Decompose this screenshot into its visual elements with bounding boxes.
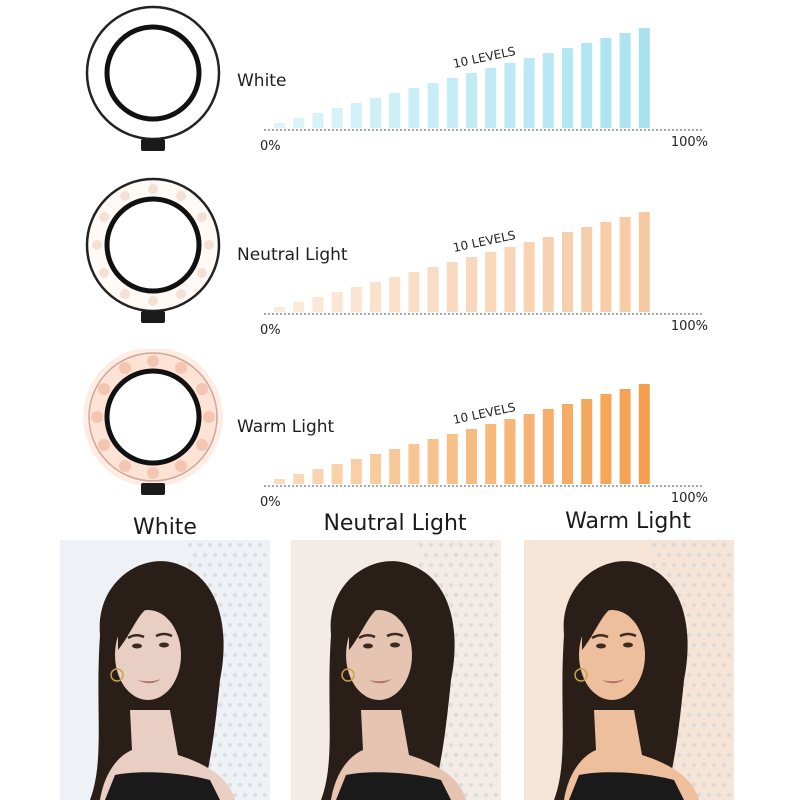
brightness-bar [293, 302, 305, 312]
brightness-chart: 0% 100%10 LEVELS [260, 384, 708, 510]
brightness-bar [446, 78, 458, 128]
photo-title: White [133, 515, 197, 540]
brightness-bar [370, 454, 381, 484]
brightness-bar [274, 479, 285, 484]
brightness-bar [331, 292, 343, 312]
white-mode-row: White 0% 100% 10 LEVELS [0, 0, 800, 170]
brightness-bar [274, 307, 285, 312]
brightness-bar [485, 424, 497, 484]
brightness-bar [581, 399, 593, 484]
brightness-bar [370, 98, 381, 128]
brightness-bar [466, 73, 477, 128]
brightness-bar [542, 53, 554, 128]
brightness-bar [331, 108, 343, 128]
brightness-bar [350, 103, 362, 128]
brightness-bar [370, 282, 381, 312]
brightness-bar [485, 252, 497, 312]
brightness-bar [446, 434, 458, 484]
ring-light-icon [85, 5, 221, 151]
warm-mode-row: Warm Light 0% 100% 10 LEVELS [0, 344, 800, 514]
brightness-bar [523, 58, 535, 128]
mode-label: Neutral Light [237, 245, 348, 265]
brightness-chart: 0% 100%10 LEVELS [260, 212, 708, 338]
ring-light-icon [83, 349, 223, 495]
brightness-bar [466, 429, 477, 484]
brightness-bar [389, 449, 401, 484]
brightness-bar [408, 444, 420, 484]
brightness-bar [504, 63, 516, 128]
brightness-bar [562, 48, 573, 128]
portrait-photo-warm [524, 540, 734, 800]
brightness-bar [600, 222, 612, 312]
brightness-bar [581, 227, 593, 312]
min-level-label: 0% [260, 139, 281, 154]
min-level-label: 0% [260, 323, 281, 338]
max-level-label: 100% [671, 319, 708, 334]
brightness-bar [542, 237, 554, 312]
brightness-bar [542, 409, 554, 484]
mode-label: White [237, 71, 287, 91]
brightness-bar [600, 38, 612, 128]
mode-label: Warm Light [237, 417, 335, 437]
brightness-bar [427, 439, 439, 484]
brightness-bar [350, 459, 362, 484]
brightness-bar [523, 414, 535, 484]
max-level-label: 100% [671, 135, 708, 150]
brightness-bar [619, 217, 631, 312]
brightness-bar [581, 43, 593, 128]
brightness-bar [389, 93, 401, 128]
portrait-photo-white [60, 540, 270, 800]
photo-title: Neutral Light [323, 511, 467, 536]
brightness-bar [331, 464, 343, 484]
ring-light-icon [85, 177, 221, 323]
brightness-bar [619, 33, 631, 128]
brightness-bar [446, 262, 458, 312]
brightness-bar [562, 232, 573, 312]
brightness-bar [466, 257, 477, 312]
brightness-bar [389, 277, 401, 312]
brightness-bar [350, 287, 362, 312]
brightness-bar [408, 88, 420, 128]
brightness-bar [638, 384, 650, 484]
portrait-photo-neutral [291, 540, 501, 800]
brightness-bar [523, 242, 535, 312]
brightness-bar [312, 113, 324, 128]
brightness-bar [504, 247, 516, 312]
brightness-bar [504, 419, 516, 484]
brightness-bar [408, 272, 420, 312]
photo-title: Warm Light [565, 509, 691, 534]
neutral-mode-row: Neutral Light 0% 100% 10 LEVELS [0, 172, 800, 342]
brightness-bar [312, 297, 324, 312]
brightness-bar [619, 389, 631, 484]
brightness-bar [427, 267, 439, 312]
brightness-bar [312, 469, 324, 484]
brightness-bar [427, 83, 439, 128]
brightness-bar [293, 474, 305, 484]
brightness-bar [638, 212, 650, 312]
brightness-bar [638, 28, 650, 128]
brightness-bar [293, 118, 305, 128]
max-level-label: 100% [671, 491, 708, 506]
brightness-bar [274, 123, 285, 128]
brightness-bar [485, 68, 497, 128]
brightness-chart: 0% 100%10 LEVELS [260, 28, 708, 154]
min-level-label: 0% [260, 495, 281, 510]
brightness-bar [562, 404, 573, 484]
brightness-bar [600, 394, 612, 484]
